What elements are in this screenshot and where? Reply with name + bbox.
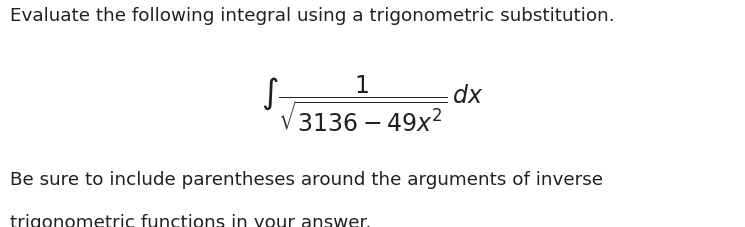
Text: Be sure to include parentheses around the arguments of inverse: Be sure to include parentheses around th…	[10, 170, 603, 188]
Text: Evaluate the following integral using a trigonometric substitution.: Evaluate the following integral using a …	[10, 7, 615, 25]
Text: $\int \dfrac{1}{\sqrt{3136-49x^2}}\, dx$: $\int \dfrac{1}{\sqrt{3136-49x^2}}\, dx$	[261, 73, 484, 133]
Text: trigonometric functions in your answer.: trigonometric functions in your answer.	[10, 213, 371, 227]
